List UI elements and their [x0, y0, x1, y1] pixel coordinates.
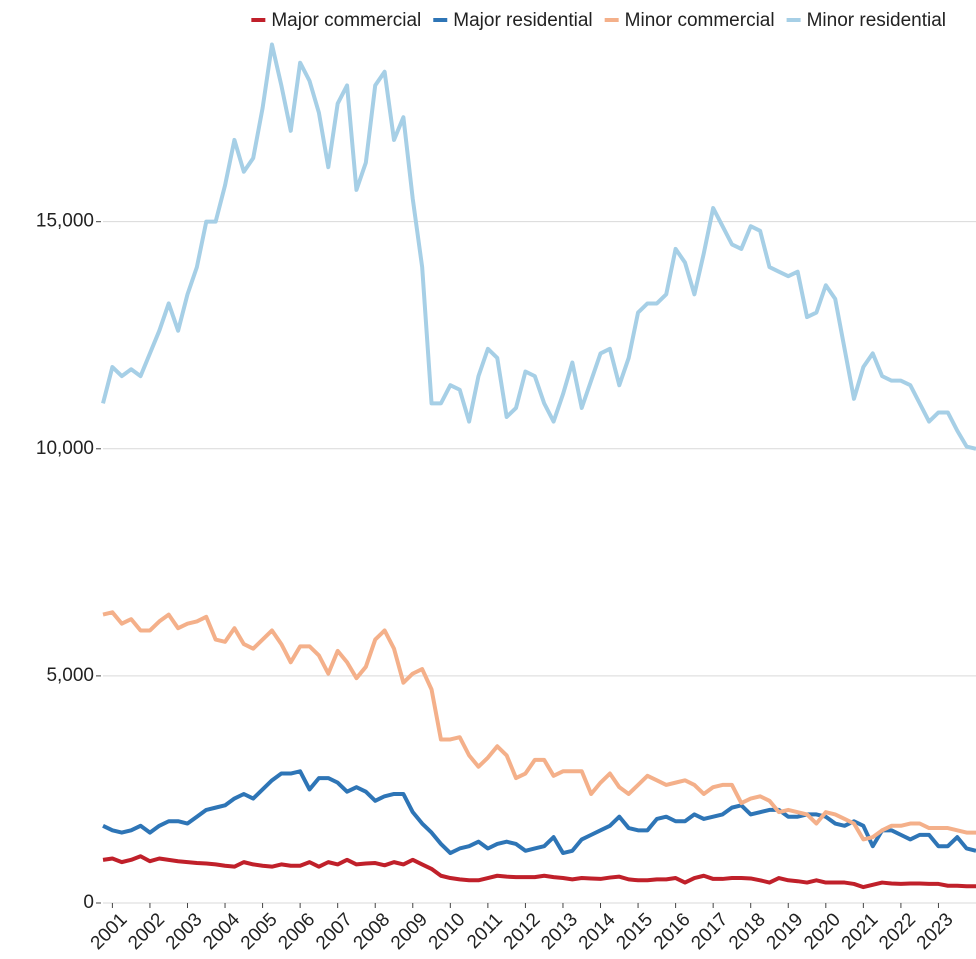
x-tick-label: 2020	[800, 909, 845, 954]
legend-label: Major residential	[453, 10, 592, 31]
x-tick-label: 2019	[763, 909, 808, 954]
legend-label: Minor residential	[807, 10, 946, 31]
y-tick-label: 5,000	[46, 665, 94, 686]
x-tick-label: 2005	[237, 909, 282, 954]
series-line	[102, 769, 976, 856]
x-tick-label: 2008	[350, 909, 395, 954]
x-tick-label: 2018	[725, 909, 770, 954]
x-tick-label: 2007	[312, 909, 357, 954]
x-tick-label: 2010	[425, 909, 470, 954]
x-tick-label: 2006	[274, 909, 319, 954]
x-tick-label: 2013	[537, 909, 582, 954]
x-tick-label: 2014	[575, 909, 620, 954]
x-tick-label: 2012	[500, 909, 545, 954]
x-tick-label: 2023	[913, 909, 958, 954]
x-tick-label: 2021	[838, 909, 883, 954]
x-tick-label: 2017	[687, 909, 732, 954]
series-line	[101, 42, 976, 451]
x-tick-label: 2022	[875, 909, 920, 954]
x-tick-label: 2016	[650, 909, 695, 954]
x-tick-label: 2002	[124, 909, 169, 954]
y-tick-label: 0	[83, 892, 94, 913]
y-tick-label: 15,000	[36, 211, 94, 232]
legend-label: Major commercial	[271, 10, 421, 31]
y-tick-label: 10,000	[36, 438, 94, 459]
x-tick-label: 2015	[612, 909, 657, 954]
series-line	[102, 610, 976, 842]
series-line	[102, 854, 976, 890]
x-tick-label: 2011	[463, 909, 507, 953]
legend-label: Minor commercial	[625, 10, 775, 31]
x-tick-label: 2003	[162, 909, 207, 954]
x-tick-label: 2009	[387, 909, 432, 954]
x-tick-label: 2001	[87, 909, 132, 954]
legend: Major commercial Major residential Minor c…	[251, 10, 946, 31]
x-tick-label: 2004	[199, 909, 244, 954]
